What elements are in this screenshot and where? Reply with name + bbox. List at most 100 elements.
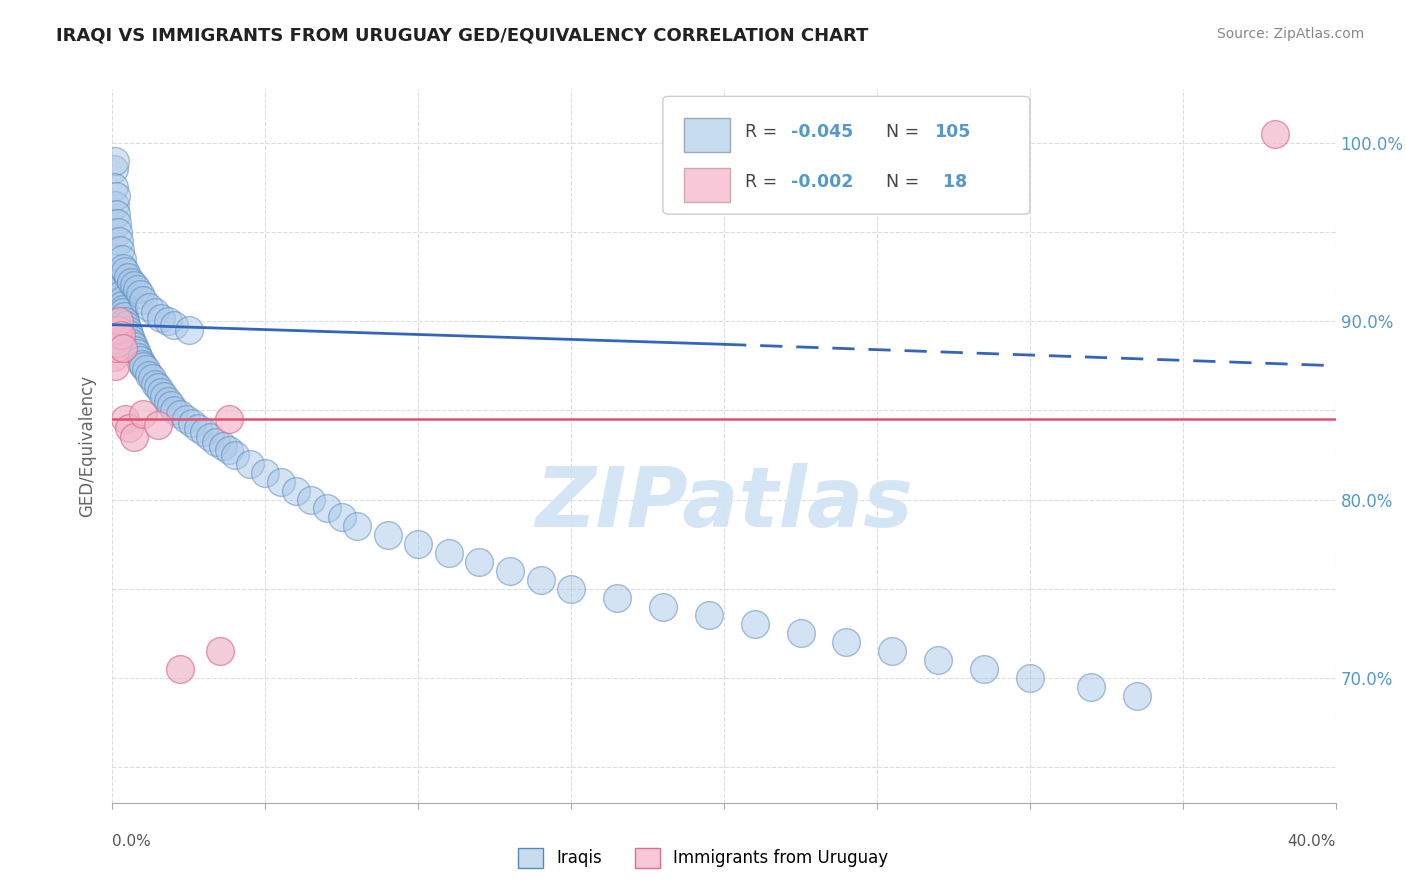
Point [114, 314, 136, 328]
Point [103, 350, 125, 364]
Point [138, 368, 160, 382]
Text: N =: N = [886, 123, 924, 141]
Text: ZIPatlas: ZIPatlas [536, 463, 912, 543]
Point [131, 357, 153, 371]
Point [104, 300, 127, 314]
Point [218, 412, 240, 426]
Point [111, 252, 134, 266]
Text: Source: ZipAtlas.com: Source: ZipAtlas.com [1216, 27, 1364, 41]
Point [1264, 127, 1286, 141]
Point [114, 264, 136, 278]
Point [148, 417, 170, 432]
Point [193, 425, 215, 439]
Point [110, 282, 132, 296]
Point [105, 291, 128, 305]
Point [132, 359, 155, 373]
Point [103, 162, 125, 177]
Point [104, 293, 127, 307]
Point [108, 314, 131, 328]
Point [105, 332, 128, 346]
Point [148, 380, 170, 394]
Point [529, 573, 551, 587]
Point [103, 180, 125, 194]
Point [138, 300, 160, 314]
Point [122, 430, 145, 444]
Point [110, 328, 132, 343]
Point [104, 198, 127, 212]
Point [107, 225, 129, 239]
Point [105, 335, 128, 350]
Point [107, 323, 129, 337]
Point [141, 371, 163, 385]
Point [153, 389, 176, 403]
Point [408, 537, 430, 551]
Point [377, 528, 399, 542]
Point [697, 608, 720, 623]
Point [205, 435, 228, 450]
FancyBboxPatch shape [683, 118, 730, 152]
Point [105, 287, 128, 301]
Point [150, 385, 173, 400]
Point [132, 407, 155, 421]
Point [112, 309, 135, 323]
Point [163, 318, 186, 332]
Point [744, 617, 766, 632]
Point [1126, 689, 1149, 703]
Point [114, 412, 136, 426]
Point [169, 662, 191, 676]
Point [125, 346, 148, 360]
Point [882, 644, 904, 658]
Point [169, 407, 191, 421]
Point [118, 421, 141, 435]
Point [129, 287, 152, 301]
Point [127, 350, 149, 364]
Point [115, 318, 138, 332]
Point [211, 439, 233, 453]
Point [107, 294, 129, 309]
Point [835, 635, 858, 649]
Point [108, 275, 131, 289]
Point [111, 293, 134, 307]
Point [330, 510, 353, 524]
Point [120, 332, 142, 346]
Point [121, 335, 143, 350]
Point [468, 555, 491, 569]
Point [118, 326, 141, 341]
Point [1018, 671, 1040, 685]
Point [104, 305, 127, 319]
Point [108, 269, 131, 284]
Point [163, 403, 186, 417]
FancyBboxPatch shape [664, 96, 1029, 214]
Point [104, 296, 127, 310]
Text: 18: 18 [936, 173, 967, 191]
Point [129, 353, 152, 368]
Text: 0.0%: 0.0% [112, 834, 152, 849]
Text: -0.045: -0.045 [792, 123, 853, 141]
Text: N =: N = [886, 173, 924, 191]
Point [1080, 680, 1102, 694]
Point [208, 644, 231, 658]
Point [254, 466, 277, 480]
Point [104, 153, 127, 168]
Point [117, 269, 139, 284]
Point [105, 282, 128, 296]
Point [132, 293, 155, 307]
Point [124, 343, 146, 357]
Point [120, 275, 142, 289]
Point [107, 301, 129, 316]
Legend: Iraqis, Immigrants from Uruguay: Iraqis, Immigrants from Uruguay [510, 841, 896, 875]
Point [159, 398, 181, 412]
Point [299, 492, 322, 507]
Point [104, 359, 127, 373]
Point [200, 430, 222, 444]
Point [104, 341, 127, 355]
Point [143, 305, 166, 319]
Point [177, 323, 200, 337]
Point [105, 278, 128, 293]
Point [239, 457, 262, 471]
Point [112, 305, 135, 319]
Point [125, 282, 148, 296]
Point [104, 189, 127, 203]
Point [110, 243, 132, 257]
Text: 40.0%: 40.0% [1288, 834, 1336, 849]
